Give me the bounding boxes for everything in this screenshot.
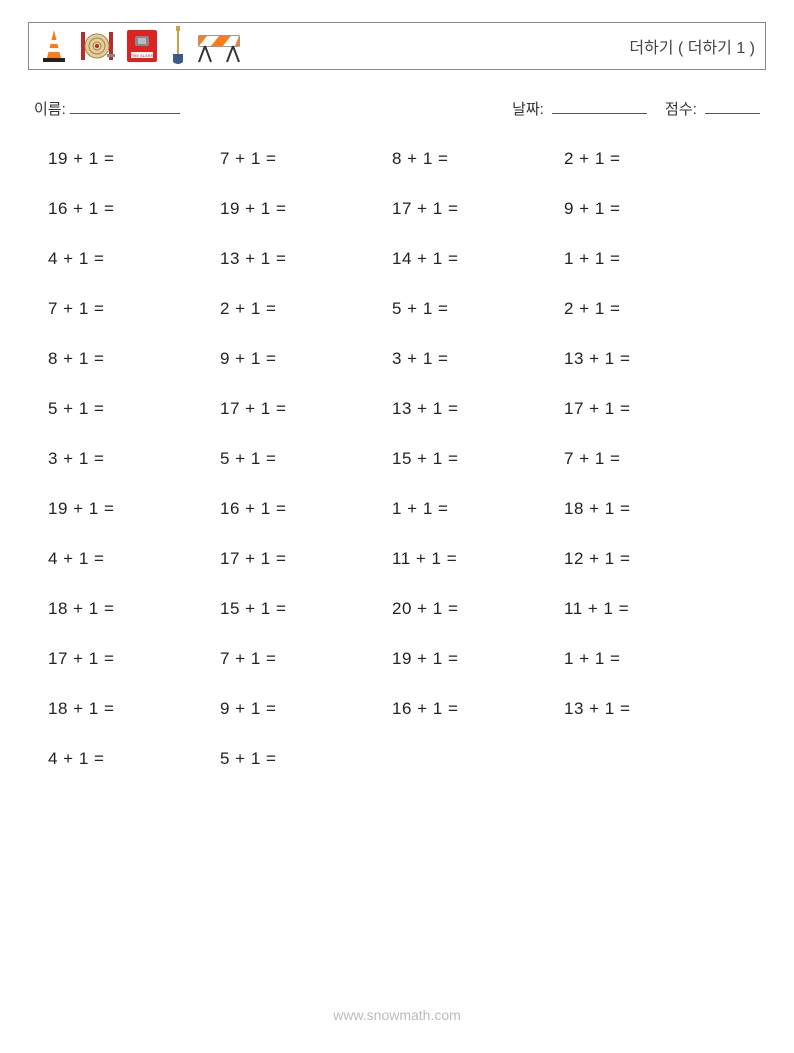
problem-cell: 17 + 1 =	[392, 199, 564, 219]
problem-cell: 5 + 1 =	[220, 749, 392, 769]
problem-cell: 13 + 1 =	[564, 349, 736, 369]
problem-row: 7 + 1 =2 + 1 =5 + 1 =2 + 1 =	[48, 299, 746, 319]
problems-grid: 19 + 1 =7 + 1 =8 + 1 =2 + 1 =16 + 1 =19 …	[28, 149, 766, 769]
name-blank[interactable]	[70, 100, 180, 114]
problem-cell: 3 + 1 =	[48, 449, 220, 469]
problem-row: 16 + 1 =19 + 1 =17 + 1 =9 + 1 =	[48, 199, 746, 219]
problem-cell: 8 + 1 =	[392, 149, 564, 169]
fire-alarm-icon: FIRE ALARM	[125, 28, 159, 64]
problem-cell: 3 + 1 =	[392, 349, 564, 369]
problem-cell: 1 + 1 =	[392, 499, 564, 519]
problem-cell: 5 + 1 =	[48, 399, 220, 419]
svg-text:FIRE ALARM: FIRE ALARM	[130, 53, 154, 58]
problem-cell: 2 + 1 =	[564, 149, 736, 169]
date-label: 날짜:	[512, 101, 544, 118]
problem-row: 18 + 1 =15 + 1 =20 + 1 =11 + 1 =	[48, 599, 746, 619]
problem-cell: 13 + 1 =	[392, 399, 564, 419]
problem-cell: 4 + 1 =	[48, 749, 220, 769]
problem-cell: 2 + 1 =	[220, 299, 392, 319]
problem-cell: 4 + 1 =	[48, 549, 220, 569]
problem-cell: 11 + 1 =	[392, 549, 564, 569]
problem-cell: 17 + 1 =	[48, 649, 220, 669]
problem-row: 4 + 1 =13 + 1 =14 + 1 =1 + 1 =	[48, 249, 746, 269]
traffic-cone-icon	[39, 28, 69, 64]
problem-cell: 7 + 1 =	[220, 149, 392, 169]
problem-cell: 7 + 1 =	[220, 649, 392, 669]
problem-cell: 7 + 1 =	[48, 299, 220, 319]
problem-row: 4 + 1 =17 + 1 =11 + 1 =12 + 1 =	[48, 549, 746, 569]
problem-cell: 19 + 1 =	[220, 199, 392, 219]
problem-cell: 19 + 1 =	[392, 649, 564, 669]
problem-cell: 11 + 1 =	[564, 599, 736, 619]
problem-cell: 15 + 1 =	[220, 599, 392, 619]
problem-cell: 18 + 1 =	[564, 499, 736, 519]
problem-row: 3 + 1 =5 + 1 =15 + 1 =7 + 1 =	[48, 449, 746, 469]
problem-cell: 16 + 1 =	[48, 199, 220, 219]
problem-cell: 17 + 1 =	[220, 549, 392, 569]
info-row: 이름: 날짜: 점수:	[28, 98, 766, 119]
header-box: FIRE ALARM	[28, 22, 766, 70]
problem-cell: 1 + 1 =	[564, 249, 736, 269]
problem-cell: 16 + 1 =	[392, 699, 564, 719]
footer: www.snowmath.com	[0, 1007, 794, 1023]
problem-cell: 5 + 1 =	[220, 449, 392, 469]
problem-cell: 13 + 1 =	[220, 249, 392, 269]
shovel-icon	[169, 26, 187, 66]
score-blank[interactable]	[705, 100, 760, 114]
problem-cell: 7 + 1 =	[564, 449, 736, 469]
score-label: 점수:	[665, 101, 697, 118]
problem-cell: 12 + 1 =	[564, 549, 736, 569]
problem-cell: 16 + 1 =	[220, 499, 392, 519]
problem-cell: 18 + 1 =	[48, 699, 220, 719]
problem-cell: 5 + 1 =	[392, 299, 564, 319]
problem-cell	[564, 749, 736, 769]
problem-cell: 9 + 1 =	[220, 699, 392, 719]
fire-hose-icon	[79, 28, 115, 64]
worksheet-title: 더하기 ( 더하기 1 )	[629, 34, 755, 58]
problem-cell: 13 + 1 =	[564, 699, 736, 719]
date-blank[interactable]	[552, 100, 647, 114]
problem-cell: 14 + 1 =	[392, 249, 564, 269]
problem-cell: 19 + 1 =	[48, 499, 220, 519]
problem-cell: 17 + 1 =	[220, 399, 392, 419]
problem-row: 17 + 1 =7 + 1 =19 + 1 =1 + 1 =	[48, 649, 746, 669]
problem-row: 19 + 1 =16 + 1 =1 + 1 =18 + 1 =	[48, 499, 746, 519]
problem-cell: 9 + 1 =	[220, 349, 392, 369]
problem-cell: 2 + 1 =	[564, 299, 736, 319]
header-icons: FIRE ALARM	[39, 26, 241, 66]
problem-row: 19 + 1 =7 + 1 =8 + 1 =2 + 1 =	[48, 149, 746, 169]
problem-row: 4 + 1 =5 + 1 =	[48, 749, 746, 769]
problem-cell: 19 + 1 =	[48, 149, 220, 169]
problem-cell: 8 + 1 =	[48, 349, 220, 369]
problem-cell: 1 + 1 =	[564, 649, 736, 669]
name-label: 이름:	[34, 98, 66, 119]
barrier-icon	[197, 28, 241, 64]
problem-cell: 20 + 1 =	[392, 599, 564, 619]
problem-cell: 17 + 1 =	[564, 399, 736, 419]
problem-row: 18 + 1 =9 + 1 =16 + 1 =13 + 1 =	[48, 699, 746, 719]
problem-cell: 15 + 1 =	[392, 449, 564, 469]
problem-row: 5 + 1 =17 + 1 =13 + 1 =17 + 1 =	[48, 399, 746, 419]
problem-cell: 18 + 1 =	[48, 599, 220, 619]
problem-cell: 4 + 1 =	[48, 249, 220, 269]
footer-text: www.snowmath.com	[333, 1007, 461, 1023]
problem-row: 8 + 1 =9 + 1 =3 + 1 =13 + 1 =	[48, 349, 746, 369]
problem-cell: 9 + 1 =	[564, 199, 736, 219]
problem-cell	[392, 749, 564, 769]
